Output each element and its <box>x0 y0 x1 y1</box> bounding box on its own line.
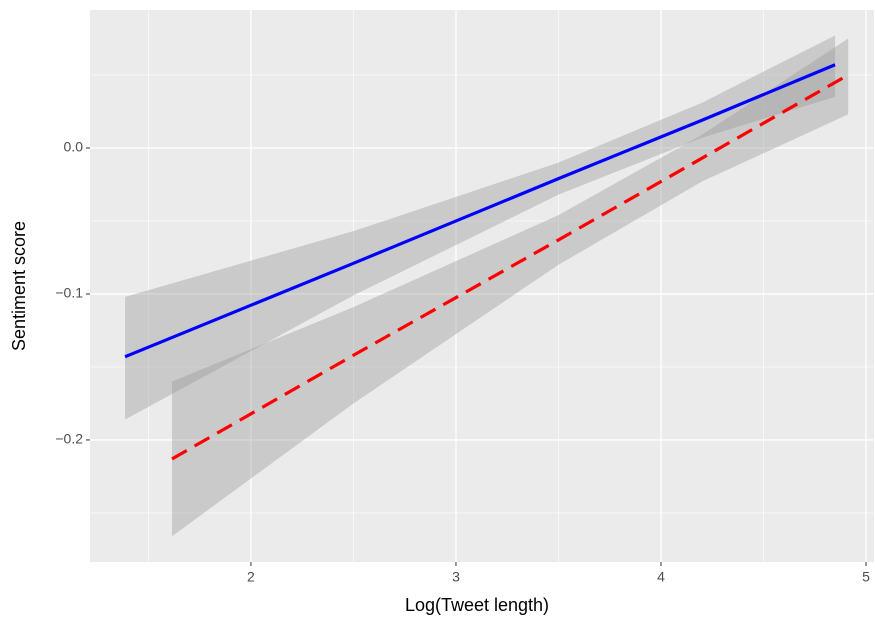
x-tick-label: 3 <box>452 569 460 585</box>
y-tick-label: −0.1 <box>55 285 83 301</box>
x-tick-label: 2 <box>247 569 255 585</box>
y-axis-title: Sentiment score <box>9 221 29 351</box>
confidence-band <box>172 38 849 537</box>
confidence-band <box>125 35 836 420</box>
x-axis-title: Log(Tweet length) <box>405 595 549 615</box>
y-tick-label: −0.2 <box>55 431 83 447</box>
x-tick-label: 4 <box>657 569 665 585</box>
y-tick-label: 0.0 <box>64 139 84 155</box>
regression-line <box>171 73 849 461</box>
regression-line <box>124 63 836 359</box>
x-tick-label: 5 <box>862 569 870 585</box>
